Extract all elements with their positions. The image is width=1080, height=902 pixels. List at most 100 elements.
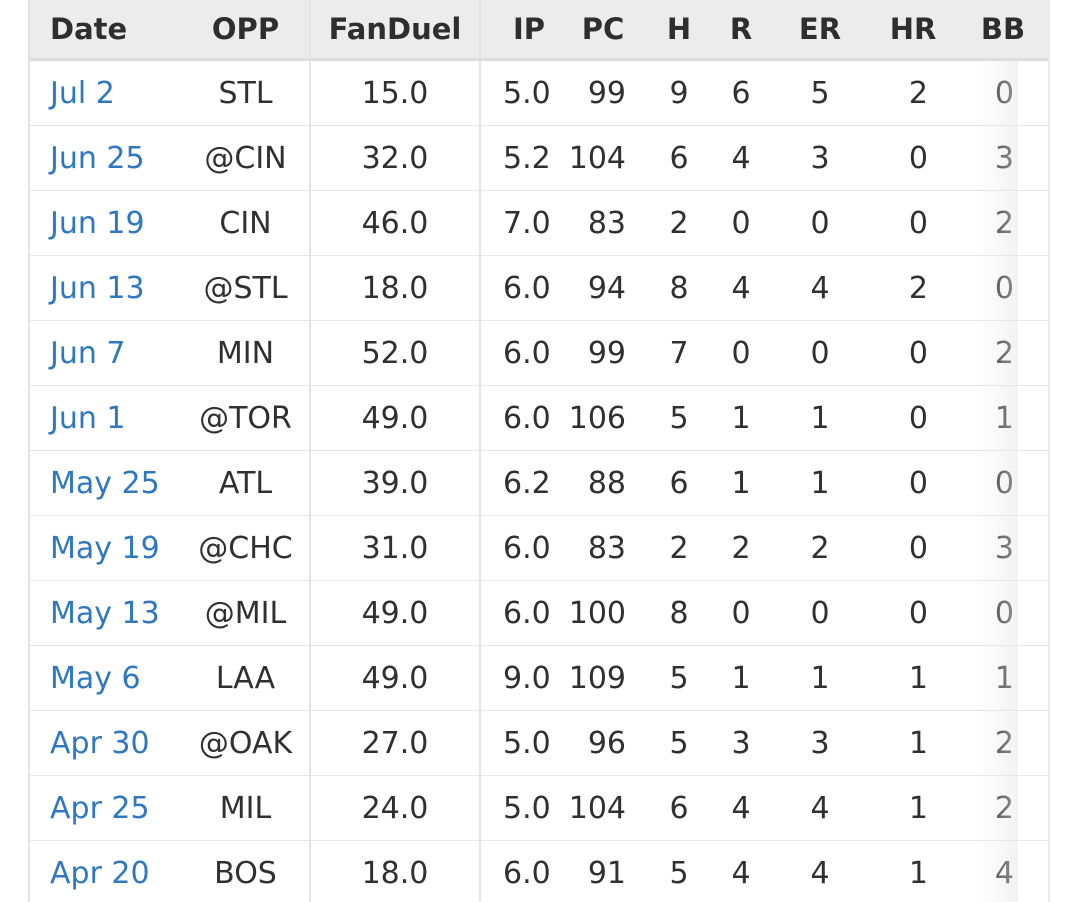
cell-fanduel-points: 32.0	[310, 125, 481, 191]
cell-hits: 2	[648, 190, 710, 256]
table-row: May 25 ATL 39.0 6.2 88 6 1 1 0 0	[30, 450, 1048, 516]
cell-runs: 0	[710, 320, 772, 386]
column-header-date[interactable]: Date	[30, 0, 182, 61]
game-date-link[interactable]: May 6	[50, 660, 141, 696]
cell-pitch-count: 94	[558, 255, 648, 321]
cell-fanduel-points: 31.0	[310, 515, 481, 581]
cell-opponent: @STL	[182, 255, 311, 321]
game-date-link[interactable]: May 19	[50, 530, 160, 566]
table-row: Jun 7 MIN 52.0 6.0 99 7 0 0 0 2	[30, 320, 1048, 386]
cell-runs: 4	[710, 255, 772, 321]
game-date-link[interactable]: Apr 20	[50, 855, 150, 891]
cell-date: Apr 30	[30, 710, 182, 776]
table-row: Jun 13 @STL 18.0 6.0 94 8 4 4 2 0	[30, 255, 1048, 321]
cell-fanduel-points: 18.0	[310, 255, 481, 321]
game-date-link[interactable]: Jun 19	[50, 205, 145, 241]
cell-opponent: MIN	[182, 320, 311, 386]
cell-walks: 2	[958, 190, 1048, 256]
column-header-bb[interactable]: BB	[958, 0, 1048, 61]
cell-pitch-count: 109	[558, 645, 648, 711]
cell-innings-pitched: 6.0	[480, 840, 558, 902]
cell-fanduel-points: 52.0	[310, 320, 481, 386]
cell-date: May 6	[30, 645, 182, 711]
cell-hits: 7	[648, 320, 710, 386]
cell-pitch-count: 100	[558, 580, 648, 646]
game-date-link[interactable]: Apr 25	[50, 790, 150, 826]
game-date-link[interactable]: May 13	[50, 595, 160, 631]
cell-innings-pitched: 6.2	[480, 450, 558, 516]
cell-walks: 4	[958, 840, 1048, 902]
cell-opponent: ATL	[182, 450, 311, 516]
cell-earned-runs: 4	[772, 255, 868, 321]
column-header-pc[interactable]: PC	[558, 0, 648, 61]
game-date-link[interactable]: Jul 2	[50, 75, 115, 111]
cell-home-runs: 1	[868, 775, 958, 841]
cell-home-runs: 0	[868, 125, 958, 191]
cell-runs: 4	[710, 775, 772, 841]
cell-home-runs: 0	[868, 190, 958, 256]
cell-hits: 6	[648, 125, 710, 191]
column-header-fanduel[interactable]: FanDuel	[310, 0, 481, 61]
game-date-link[interactable]: Apr 30	[50, 725, 150, 761]
cell-date: Jun 7	[30, 320, 182, 386]
cell-runs: 4	[710, 125, 772, 191]
cell-walks: 3	[958, 125, 1048, 191]
column-header-r[interactable]: R	[710, 0, 772, 61]
cell-opponent: @CIN	[182, 125, 311, 191]
column-header-er[interactable]: ER	[772, 0, 868, 61]
cell-runs: 1	[710, 450, 772, 516]
table-row: Jun 25 @CIN 32.0 5.2 104 6 4 3 0 3	[30, 125, 1048, 191]
cell-walks: 1	[958, 645, 1048, 711]
cell-home-runs: 2	[868, 255, 958, 321]
cell-home-runs: 0	[868, 450, 958, 516]
cell-earned-runs: 3	[772, 125, 868, 191]
cell-innings-pitched: 5.0	[480, 59, 558, 126]
cell-innings-pitched: 6.0	[480, 385, 558, 451]
cell-date: Jun 13	[30, 255, 182, 321]
game-date-link[interactable]: Jun 13	[50, 270, 145, 306]
game-date-link[interactable]: Jun 1	[50, 400, 126, 436]
cell-opponent: @CHC	[182, 515, 311, 581]
cell-home-runs: 0	[868, 320, 958, 386]
cell-fanduel-points: 27.0	[310, 710, 481, 776]
table-row: Jun 1 @TOR 49.0 6.0 106 5 1 1 0 1	[30, 385, 1048, 451]
cell-fanduel-points: 49.0	[310, 645, 481, 711]
cell-innings-pitched: 6.0	[480, 255, 558, 321]
cell-earned-runs: 0	[772, 190, 868, 256]
cell-innings-pitched: 7.0	[480, 190, 558, 256]
cell-fanduel-points: 49.0	[310, 580, 481, 646]
game-log-table-container[interactable]: Date OPP FanDuel IP PC H R ER HR BB Jul …	[28, 0, 1050, 902]
game-log-table: Date OPP FanDuel IP PC H R ER HR BB Jul …	[30, 0, 1048, 902]
column-header-h[interactable]: H	[648, 0, 710, 61]
table-row: May 19 @CHC 31.0 6.0 83 2 2 2 0 3	[30, 515, 1048, 581]
cell-walks: 0	[958, 450, 1048, 516]
cell-hits: 8	[648, 580, 710, 646]
cell-earned-runs: 3	[772, 710, 868, 776]
cell-home-runs: 0	[868, 515, 958, 581]
cell-opponent: @TOR	[182, 385, 311, 451]
cell-innings-pitched: 6.0	[480, 320, 558, 386]
cell-home-runs: 1	[868, 840, 958, 902]
cell-earned-runs: 2	[772, 515, 868, 581]
column-header-opp[interactable]: OPP	[182, 0, 311, 61]
cell-date: May 19	[30, 515, 182, 581]
cell-runs: 3	[710, 710, 772, 776]
cell-walks: 2	[958, 320, 1048, 386]
cell-earned-runs: 5	[772, 59, 868, 126]
cell-earned-runs: 4	[772, 775, 868, 841]
column-header-ip[interactable]: IP	[480, 0, 558, 61]
game-date-link[interactable]: May 25	[50, 465, 160, 501]
cell-fanduel-points: 18.0	[310, 840, 481, 902]
game-date-link[interactable]: Jun 25	[50, 140, 145, 176]
cell-walks: 2	[958, 775, 1048, 841]
cell-fanduel-points: 46.0	[310, 190, 481, 256]
column-header-hr[interactable]: HR	[868, 0, 958, 61]
cell-pitch-count: 99	[558, 59, 648, 126]
cell-innings-pitched: 6.0	[480, 515, 558, 581]
cell-runs: 4	[710, 840, 772, 902]
table-row: Jul 2 STL 15.0 5.0 99 9 6 5 2 0	[30, 59, 1048, 126]
cell-walks: 0	[958, 580, 1048, 646]
cell-earned-runs: 4	[772, 840, 868, 902]
cell-fanduel-points: 49.0	[310, 385, 481, 451]
game-date-link[interactable]: Jun 7	[50, 335, 126, 371]
